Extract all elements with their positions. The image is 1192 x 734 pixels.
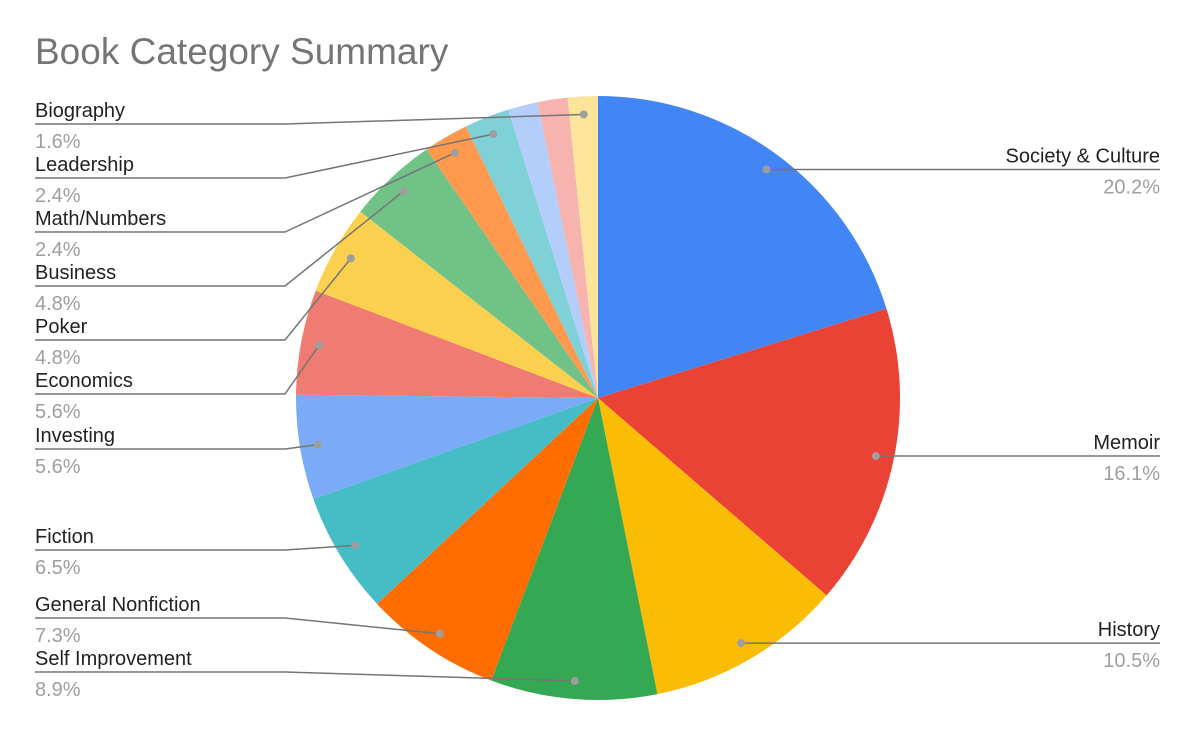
leader-line [35,257,352,341]
slice-label: Biography [35,100,125,122]
pie-slice [315,211,598,398]
leader-dot [435,629,444,638]
leader-dot [489,130,498,139]
slice-value-label: 7.3% [35,625,81,647]
slice-value-label: 5.6% [35,401,81,423]
leader-dot [737,639,746,648]
slice-label: General Nonfiction [35,594,201,616]
slice-label: Business [35,262,116,284]
pie-slice [296,290,598,398]
slice-label: Society & Culture [1005,145,1160,167]
leader-line [35,671,575,682]
pie-slice [313,398,598,604]
slice-value-label: 5.6% [35,456,81,478]
pie-slice [426,126,598,398]
pie-slice [491,398,658,701]
pie-slice [296,394,598,500]
leader-line [35,443,319,450]
slice-label: Poker [35,316,88,338]
slice-value-label: 4.8% [35,293,81,315]
leader-dot [346,254,355,263]
pie-slice [360,149,598,398]
pie-slice [598,96,887,398]
slice-label: History [1098,619,1160,641]
pie-slice [598,308,901,596]
leader-dot [351,541,360,550]
chart-title: Book Category Summary [35,31,449,72]
slice-label: Math/Numbers [35,208,166,230]
slice-value-label: 8.9% [35,679,81,701]
leader-dot [871,452,880,461]
leader-dot [313,440,322,449]
leader-line [35,544,356,551]
slice-value-label: 20.2% [1103,176,1160,198]
slice-value-label: 4.8% [35,347,81,369]
slice-value-label: 10.5% [1103,650,1160,672]
slice-label: Leadership [35,154,134,176]
leader-line [35,133,494,179]
pie-slice [377,398,598,681]
leader-dot [450,148,459,157]
slice-label: Economics [35,370,133,392]
leader-dot [315,341,324,350]
slice-label: Fiction [35,526,94,548]
slice-value-label: 2.4% [35,239,81,261]
slice-value-label: 2.4% [35,185,81,207]
leader-line [35,152,456,233]
pie-slice [465,109,598,398]
slice-value-label: 16.1% [1103,463,1160,485]
leader-dot [399,187,408,196]
leader-dot [579,110,588,119]
leader-line [35,190,404,287]
slice-value-label: 1.6% [35,131,81,153]
leader-line [35,617,440,635]
slice-label: Memoir [1093,432,1160,454]
leader-line [35,344,320,395]
slice-value-label: 6.5% [35,557,81,579]
leader-line [35,113,584,125]
slice-label: Investing [35,425,115,447]
pie-slice [508,102,598,398]
pie-slice [567,96,598,398]
pie-slice [537,97,598,399]
pie-slice [598,398,827,695]
leader-dot [762,165,771,174]
leader-dot [570,676,579,685]
slice-label: Self Improvement [35,648,192,670]
